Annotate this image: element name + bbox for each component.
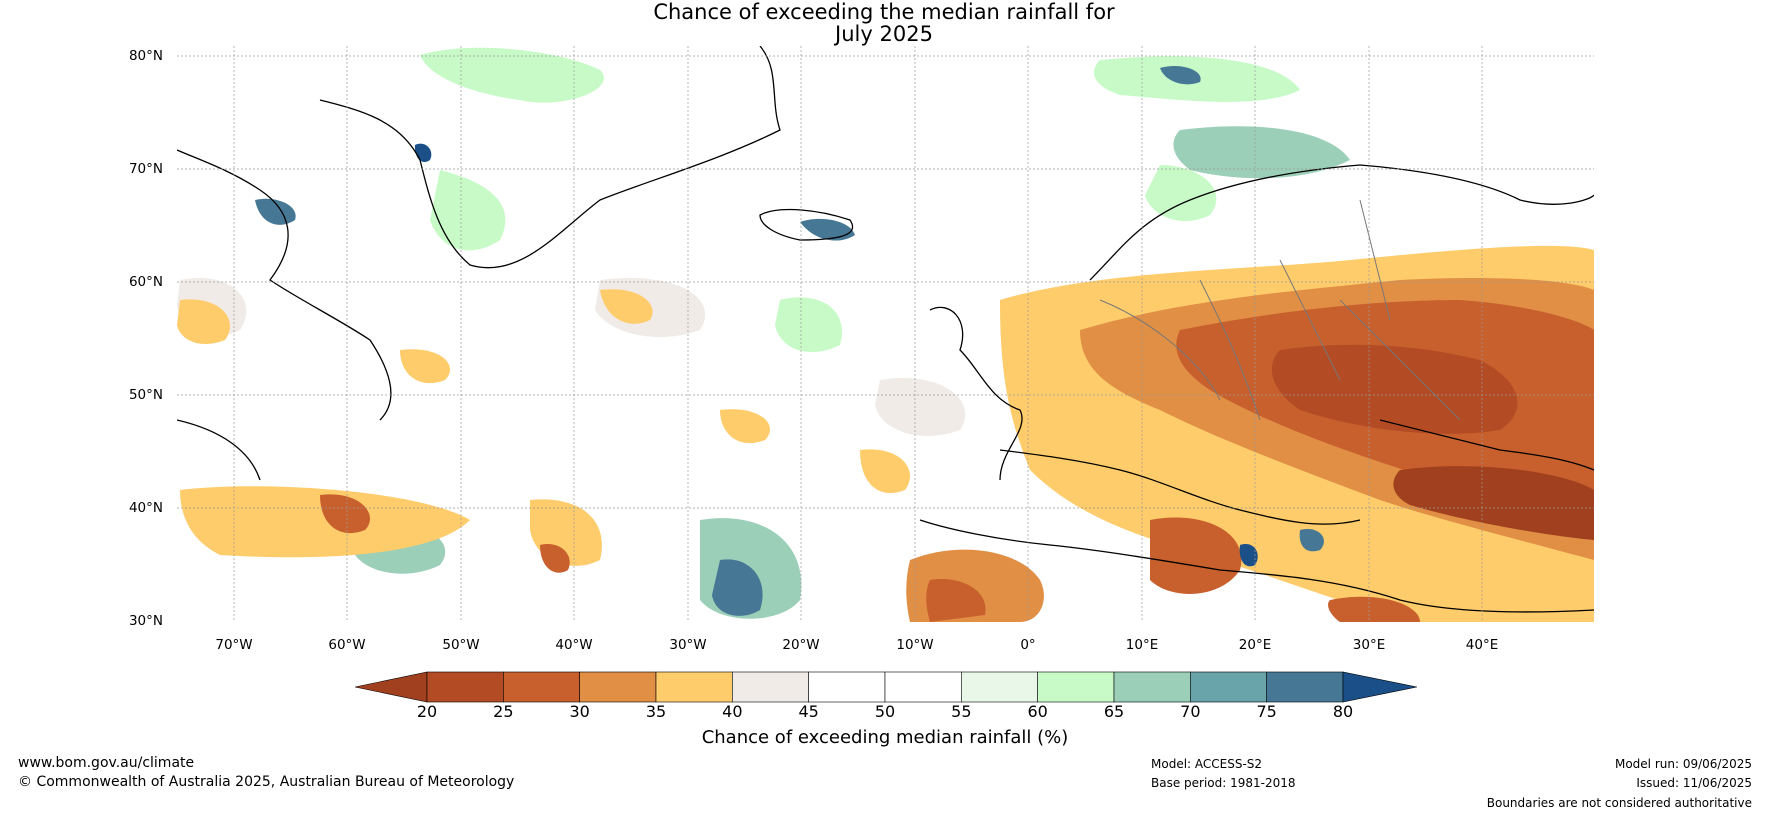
lon-label-70w: 70°W — [215, 637, 253, 653]
model-label: Model: ACCESS-S2 — [1151, 757, 1263, 771]
colorbar-segment — [732, 671, 809, 703]
lon-label-30e: 30°E — [1352, 637, 1386, 653]
colorbar-tick-label: 65 — [1103, 702, 1125, 721]
colorbar-segment — [655, 671, 733, 703]
coastlines — [177, 46, 1594, 613]
lon-label-10w: 10°W — [896, 637, 934, 653]
colorbar-segment — [503, 671, 580, 703]
colorbar-tick-label: 70 — [1180, 702, 1201, 721]
lat-label-50n: 50°N — [128, 387, 163, 403]
colorbar-tick-label: 50 — [874, 702, 896, 721]
colorbar-segment — [579, 671, 657, 703]
colorbar-tick-label: 40 — [722, 702, 743, 721]
colorbar-tick-label: 30 — [569, 702, 590, 721]
lon-label-30w: 30°W — [669, 637, 707, 653]
lat-label-70n: 70°N — [128, 161, 163, 177]
colorbar-segment — [1113, 671, 1191, 703]
lat-label-60n: 60°N — [128, 274, 163, 290]
colorbar-tick-label: 35 — [645, 702, 667, 721]
colorbar-tick-label: 75 — [1256, 702, 1277, 721]
colorbar-segment — [1266, 671, 1344, 703]
colorbar-segment — [1037, 671, 1115, 703]
base-period-label: Base period: 1981-2018 — [1151, 776, 1296, 790]
colorbar-extend-high — [1342, 671, 1418, 703]
colorbar-tick-label: 45 — [798, 702, 819, 721]
model-run-label: Model run: 09/06/2025 — [1614, 757, 1752, 771]
colorbar-segment — [1190, 671, 1267, 703]
rainfall-anomaly-shading — [177, 47, 1594, 622]
colorbar-segment — [808, 671, 886, 703]
colorbar-segment — [961, 671, 1038, 703]
country-borders — [1099, 199, 1461, 421]
lon-label-0: 0° — [1020, 637, 1036, 653]
lon-label-40e: 40°E — [1465, 637, 1499, 653]
lon-label-20w: 20°W — [782, 637, 820, 653]
lon-label-10e: 10°E — [1125, 637, 1159, 653]
copyright-text: © Commonwealth of Australia 2025, Austra… — [18, 774, 515, 790]
colorbar-label: Chance of exceeding median rainfall (%) — [701, 727, 1069, 748]
map-title-line-2: July 2025 — [835, 22, 933, 46]
lon-label-40w: 40°W — [555, 637, 593, 653]
colorbar-tick-label: 25 — [493, 702, 514, 721]
colorbar-tick-label: 60 — [1027, 702, 1048, 721]
map-title-line-1: Chance of exceeding the median rainfall … — [653, 0, 1115, 24]
colorbar-tick-label: 20 — [416, 702, 438, 721]
website-link[interactable]: www.bom.gov.au/climate — [18, 755, 195, 771]
lon-label-50w: 50°W — [442, 637, 480, 653]
colorbar-segment — [426, 671, 504, 703]
gridlines — [177, 46, 1594, 622]
lat-label-30n: 30°N — [128, 613, 163, 629]
issued-label: Issued: 11/06/2025 — [1636, 776, 1752, 790]
colorbar-segment — [884, 671, 962, 703]
rainfall-map — [177, 46, 1594, 622]
colorbar-tick-label: 55 — [951, 702, 972, 721]
lat-label-80n: 80°N — [128, 48, 163, 64]
colorbar-extend-low — [354, 671, 428, 703]
lon-label-60w: 60°W — [328, 637, 366, 653]
lat-label-40n: 40°N — [128, 500, 163, 516]
colorbar-segments — [354, 671, 1418, 703]
colorbar-tick-label: 80 — [1332, 702, 1354, 721]
lon-label-20e: 20°E — [1238, 637, 1272, 653]
disclaimer-text: Boundaries are not considered authoritat… — [1486, 796, 1752, 810]
